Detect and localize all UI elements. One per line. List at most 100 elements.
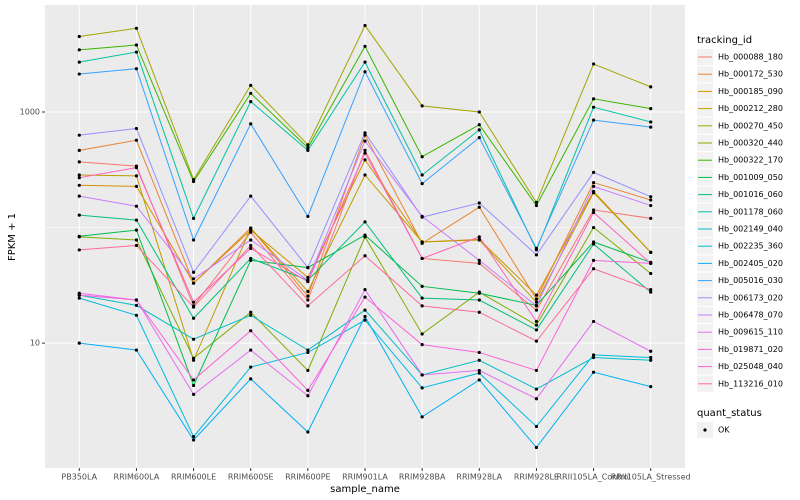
- data-point: [306, 275, 310, 280]
- data-point: [306, 146, 310, 150]
- data-point: [477, 123, 481, 127]
- data-point: [420, 173, 424, 177]
- data-point: [249, 256, 253, 261]
- x-tick-label: RRIM901LA: [342, 473, 388, 482]
- legend-label: Hb_009615_110: [718, 328, 783, 337]
- data-point: [363, 60, 367, 64]
- data-point: [77, 34, 81, 39]
- data-point: [306, 289, 310, 294]
- data-point: [306, 298, 310, 302]
- data-point: [363, 148, 367, 153]
- data-point: [306, 148, 310, 153]
- data-point: [420, 214, 424, 218]
- data-point: [77, 213, 81, 217]
- data-point: [591, 208, 596, 212]
- data-point: [363, 173, 367, 177]
- data-point: [249, 83, 253, 87]
- x-tick-label: RRIM600LE: [171, 473, 216, 482]
- data-point: [306, 394, 310, 398]
- data-point: [534, 293, 539, 297]
- data-point: [591, 191, 596, 195]
- data-point: [649, 198, 653, 202]
- data-point: [306, 143, 310, 147]
- data-point: [363, 314, 367, 319]
- data-point: [477, 258, 481, 262]
- data-point: [477, 358, 481, 362]
- data-point: [134, 50, 139, 54]
- data-point: [249, 313, 253, 317]
- data-point: [77, 148, 81, 153]
- data-point: [363, 23, 367, 28]
- data-point: [591, 267, 596, 271]
- x-tick-label: RRIM928LA: [456, 473, 502, 482]
- data-point: [420, 343, 424, 347]
- legend-label: Hb_000212_280: [718, 104, 783, 113]
- data-point: [191, 281, 196, 285]
- data-point: [134, 43, 139, 47]
- data-point: [649, 250, 653, 254]
- data-point: [77, 296, 81, 300]
- data-point: [534, 300, 539, 304]
- data-point: [77, 48, 81, 52]
- data-point: [77, 60, 81, 64]
- data-point: [591, 319, 596, 324]
- data-point: [591, 97, 596, 101]
- data-point: [420, 240, 424, 244]
- data-point: [534, 323, 539, 327]
- data-point: [649, 261, 653, 265]
- data-point: [363, 220, 367, 224]
- data-point: [363, 139, 367, 143]
- data-point: [591, 105, 596, 109]
- data-point: [191, 383, 196, 388]
- data-point: [591, 225, 596, 230]
- data-point: [134, 174, 139, 178]
- data-point: [363, 254, 367, 258]
- data-point: [591, 258, 596, 262]
- data-point: [534, 304, 539, 308]
- data-point: [249, 329, 253, 333]
- data-point: [191, 270, 196, 274]
- legend-label: Hb_113216_010: [718, 379, 783, 388]
- data-point: [591, 62, 596, 66]
- data-point: [191, 337, 196, 341]
- data-point: [77, 173, 81, 177]
- data-point: [420, 304, 424, 308]
- legend-label: Hb_006478_070: [718, 311, 783, 320]
- data-point: [249, 377, 253, 381]
- data-point: [77, 194, 81, 198]
- data-point: [306, 430, 310, 434]
- data-point: [649, 216, 653, 220]
- data-point: [477, 110, 481, 114]
- data-point: [420, 155, 424, 159]
- data-point: [249, 194, 253, 198]
- x-tick-label: RRIM600PE: [285, 473, 331, 482]
- data-point: [249, 365, 253, 369]
- legend-label: Hb_000270_450: [718, 121, 783, 130]
- data-point: [363, 308, 367, 312]
- data-point: [191, 378, 196, 382]
- data-point: [534, 253, 539, 257]
- legend-label: Hb_002235_360: [718, 242, 783, 251]
- data-point: [477, 298, 481, 302]
- data-point: [477, 378, 481, 382]
- data-point: [77, 248, 81, 252]
- data-point: [249, 226, 253, 230]
- data-point: [420, 373, 424, 377]
- data-point: [477, 205, 481, 209]
- data-point: [477, 235, 481, 239]
- data-point: [77, 176, 81, 180]
- data-point: [534, 328, 539, 332]
- data-point: [134, 138, 139, 142]
- data-point: [649, 85, 653, 89]
- data-point: [191, 216, 196, 220]
- data-point: [363, 318, 367, 322]
- data-point: [363, 151, 367, 155]
- data-point: [77, 160, 81, 164]
- data-point: [77, 183, 81, 187]
- data-point: [134, 166, 139, 170]
- data-point: [534, 308, 539, 312]
- data-point: [249, 243, 253, 248]
- data-point: [420, 415, 424, 419]
